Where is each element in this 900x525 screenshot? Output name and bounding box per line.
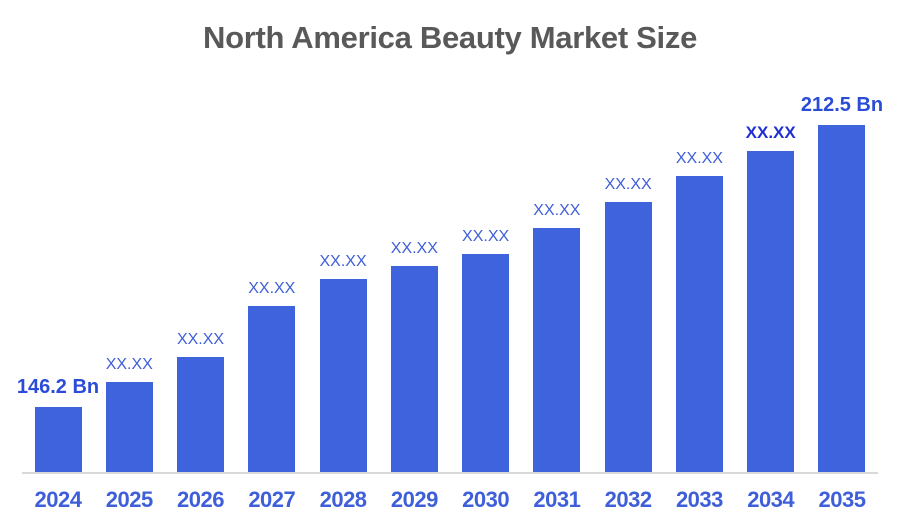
bar-2031 — [533, 228, 581, 472]
bar-value-label-2030: XX.XX — [462, 228, 510, 245]
x-axis-tick-label-2029: 2029 — [390, 487, 438, 512]
bar-value-label-2026: XX.XX — [176, 331, 225, 348]
bar-value-label-2024: 146.2 Bn — [16, 376, 100, 398]
bar-value-label-2033: XX.XX — [675, 150, 723, 167]
x-axis-tick-label-2035: 2035 — [818, 487, 866, 512]
bar-2032 — [604, 202, 652, 472]
bar-2025 — [105, 382, 153, 472]
x-axis-tick-label-2028: 2028 — [319, 487, 367, 512]
x-axis-tick-label-2033: 2033 — [675, 487, 723, 512]
bar-value-label-2035: 212.5 Bn — [800, 94, 884, 116]
x-axis-tick-label-2025: 2025 — [105, 487, 153, 512]
bar-2024 — [34, 407, 82, 472]
bar-2033 — [675, 176, 723, 472]
x-axis-tick-label-2034: 2034 — [747, 487, 795, 512]
bar-value-label-2027: XX.XX — [248, 280, 296, 297]
x-axis-tick-label-2026: 2026 — [177, 487, 224, 512]
x-axis-tick-label-2027: 2027 — [248, 487, 296, 512]
chart-title: North America Beauty Market Size — [202, 20, 698, 55]
x-axis-tick-label-2030: 2030 — [462, 487, 510, 512]
x-axis-tick-label-2031: 2031 — [533, 487, 581, 512]
bar-value-label-2031: XX.XX — [533, 202, 581, 219]
bar-2029 — [390, 266, 438, 472]
bar-value-label-2028: XX.XX — [319, 253, 367, 270]
bar-value-label-2034: XX.XX — [745, 123, 796, 142]
x-axis-tick-label-2024: 2024 — [34, 487, 82, 512]
bar-2026 — [177, 357, 225, 472]
x-axis-line — [22, 472, 878, 474]
bar-2028 — [319, 279, 367, 472]
bar-2027 — [248, 306, 296, 472]
bar-2034 — [747, 151, 795, 472]
bar-2035 — [818, 125, 866, 472]
bar-value-label-2032: XX.XX — [604, 176, 652, 193]
x-axis-tick-label-2032: 2032 — [604, 487, 652, 512]
bar-value-label-2029: XX.XX — [390, 240, 438, 257]
bar-value-label-2025: XX.XX — [105, 356, 153, 373]
bar-2030 — [462, 254, 510, 472]
